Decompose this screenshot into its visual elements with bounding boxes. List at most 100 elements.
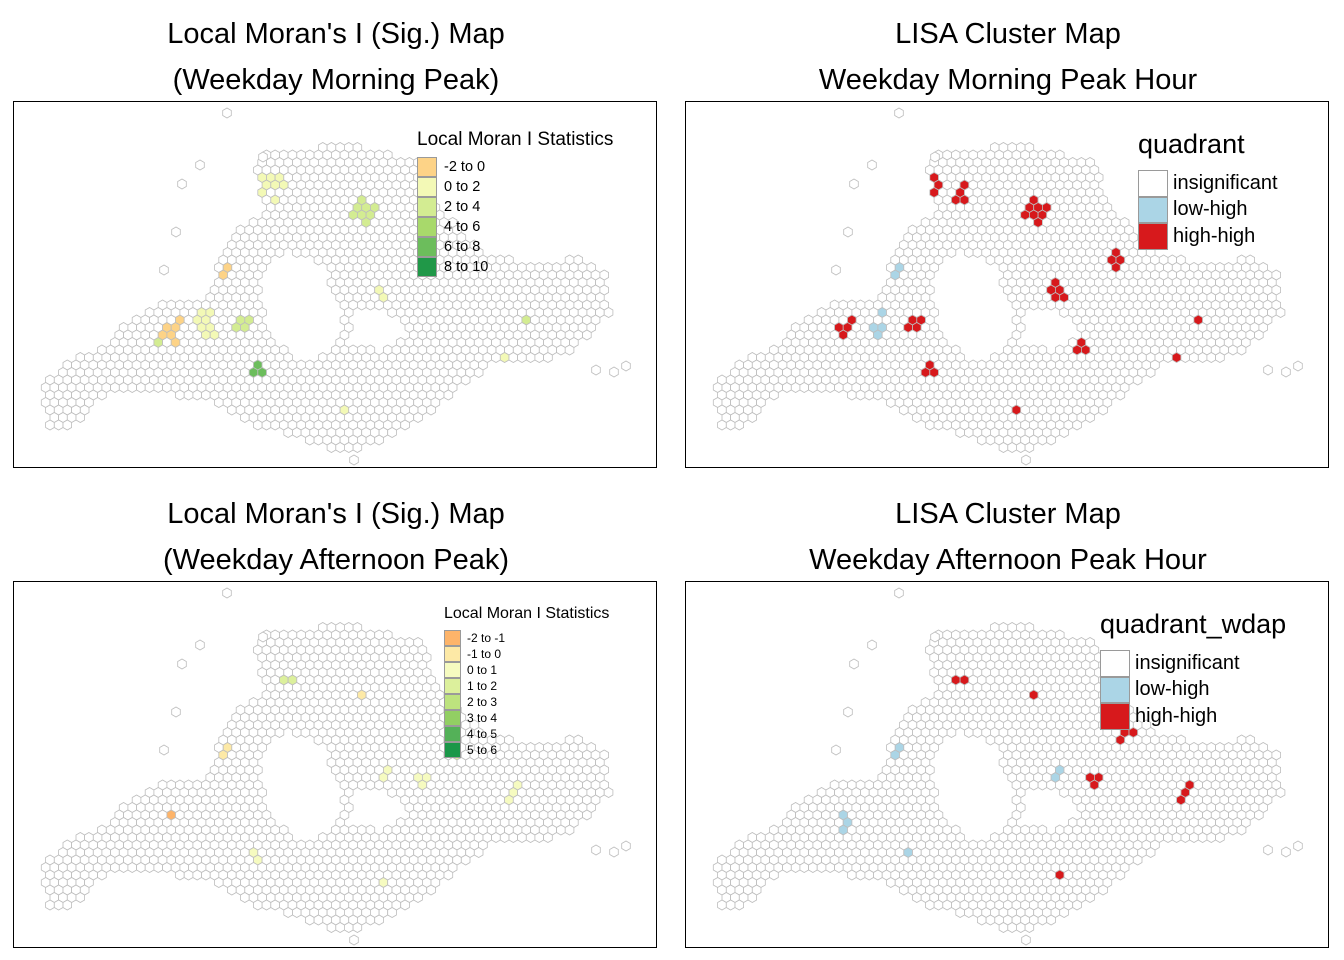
legend-item: 0 to 1 [444, 662, 609, 678]
hex-cell [153, 382, 164, 393]
hex-cell [426, 884, 436, 896]
legend-swatch [444, 646, 461, 662]
legend-label: 1 to 2 [467, 679, 498, 693]
hex-cell [153, 862, 164, 873]
hex-cell [374, 434, 384, 446]
legend-swatch [444, 726, 461, 742]
hex-cell [1180, 832, 1191, 843]
hex-cell [769, 869, 779, 881]
legend-label: -2 to -1 [467, 631, 506, 645]
hex-cell [171, 226, 181, 238]
hex-cell [799, 382, 809, 393]
hex-cell [1215, 832, 1225, 843]
hex-cell [365, 779, 376, 791]
hex-cell [847, 389, 857, 401]
hex-cell [591, 364, 601, 376]
hex-cell [886, 397, 896, 408]
hex-cell [62, 419, 72, 431]
hex-cell [825, 862, 836, 873]
hex-map-afternoon-moran [40, 587, 631, 946]
hex-cell [1171, 352, 1182, 363]
hex-cell [274, 247, 285, 258]
map-title-afternoon-moran: Local Moran's I (Sig.) Map (Weekday Afte… [6, 491, 666, 583]
hex-cell [855, 389, 866, 401]
title-line-2: Weekday Morning Peak Hour [818, 64, 1198, 96]
hex-cell [1037, 299, 1048, 311]
hex-cell [864, 389, 874, 401]
hex-cell [899, 884, 909, 896]
legend-afternoon-moran: Local Moran I Statistics -2 to -1 -1 to … [444, 605, 609, 758]
hex-cell [886, 877, 896, 888]
hex-cell [175, 869, 185, 881]
legend-label: 2 to 3 [467, 695, 498, 709]
hex-cell [1197, 352, 1208, 363]
hex-cell [253, 899, 263, 911]
legend-title: quadrant [1138, 129, 1245, 159]
hex-cell [292, 247, 302, 258]
hex-cell [1072, 419, 1082, 431]
legend-item: 5 to 6 [444, 742, 609, 758]
title-line-1: Local Moran's I (Sig.) Map [167, 498, 505, 530]
hex-cell [45, 419, 55, 431]
legend-swatch [417, 177, 437, 197]
hex-map-morning-moran [40, 107, 631, 466]
hex-cell [556, 824, 566, 836]
hex-cell [343, 442, 354, 453]
hex-cell [387, 787, 397, 798]
hex-cell [110, 382, 120, 393]
hex-cell [799, 862, 809, 873]
hex-cell [222, 107, 232, 119]
hex-cell [400, 419, 410, 431]
hex-cell [816, 382, 827, 393]
hex-cell [998, 442, 1009, 453]
hex-cell [930, 151, 940, 163]
hex-cell [517, 832, 527, 843]
legend-item: 1 to 2 [444, 678, 609, 694]
hex-cell [283, 427, 293, 438]
hex-cell [1236, 824, 1247, 836]
hex-cell [261, 899, 272, 911]
legend-item: 4 to 6 [417, 217, 613, 237]
map-title-morning-lisa: LISA Cluster Map Weekday Morning Peak Ho… [678, 11, 1338, 103]
hex-cell [834, 862, 844, 873]
hex-cell [564, 344, 575, 356]
hex-cell [304, 434, 315, 446]
hex-cell [195, 159, 205, 171]
hex-cell [543, 832, 553, 843]
hex-cell [1059, 787, 1069, 798]
hex-cell [283, 907, 293, 918]
hex-cell [790, 382, 801, 393]
hex-cell [1275, 787, 1286, 798]
hex-cell [816, 862, 827, 873]
hex-cell [1254, 329, 1264, 341]
hex-cell [53, 419, 64, 431]
hex-cell [946, 247, 957, 258]
hex-cell [270, 899, 280, 911]
hex-cell [136, 862, 146, 873]
hex-cell [491, 832, 501, 843]
hex-cell [1254, 809, 1264, 821]
hex-cell [1007, 442, 1017, 453]
hex-cell [62, 899, 72, 911]
hex-cell [258, 631, 268, 643]
hex-cell [1021, 454, 1031, 466]
legend-item: -2 to -1 [444, 630, 609, 646]
hex-cell [192, 389, 202, 401]
legend-item: -2 to 0 [417, 157, 613, 177]
hex-cell [292, 427, 302, 438]
hex-cell [374, 779, 384, 791]
legend-label: 6 to 8 [444, 239, 481, 255]
hex-cell [356, 299, 367, 311]
hex-cell [942, 419, 952, 431]
hex-cell [1275, 307, 1286, 318]
hex-cell [717, 419, 727, 431]
hex-cell [1163, 352, 1173, 363]
legend-label: 8 to 10 [444, 259, 489, 275]
hex-cell [201, 869, 211, 881]
hex-cell [964, 247, 974, 258]
hex-cell [313, 254, 324, 266]
legend-swatch [444, 630, 461, 646]
hex-cell [227, 884, 237, 896]
hex-cell [534, 352, 544, 363]
hex-cell [985, 254, 996, 266]
